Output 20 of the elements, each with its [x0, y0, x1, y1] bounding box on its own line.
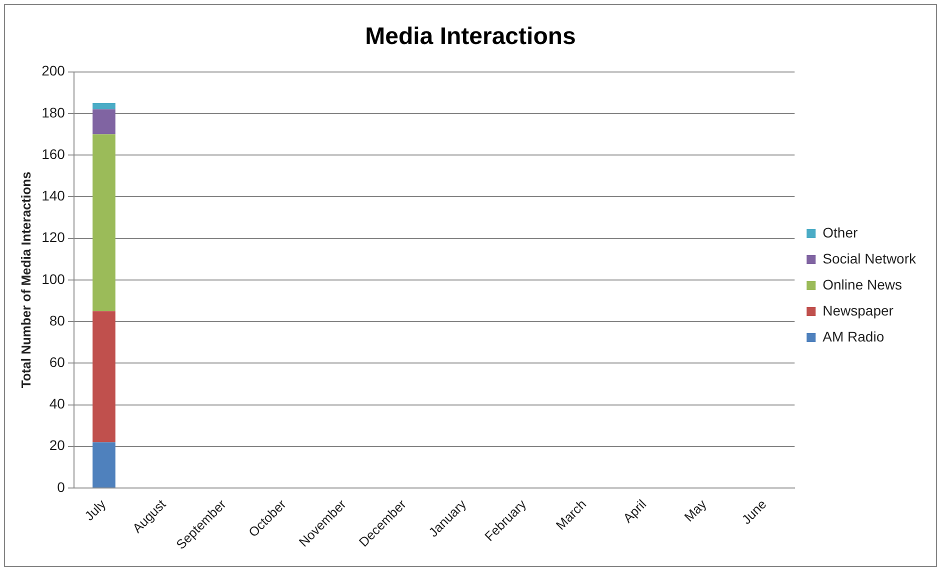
- x-tick-label: May: [681, 496, 710, 525]
- y-tick-label: 120: [42, 229, 66, 246]
- y-tick-label: 0: [57, 478, 66, 495]
- x-tick-label: July: [82, 496, 109, 524]
- legend-label: Other: [822, 224, 858, 240]
- legend-label: Newspaper: [822, 302, 894, 318]
- y-tick-label: 40: [49, 396, 66, 412]
- y-tick-label: 100: [42, 270, 66, 287]
- chart-title: Media Interactions: [365, 23, 576, 50]
- y-tick-label: 140: [42, 188, 66, 204]
- legend-label: Online News: [822, 276, 902, 292]
- legend-label: AM Radio: [822, 328, 884, 344]
- legend-label: Social Network: [822, 250, 917, 266]
- y-tick-label: 200: [42, 62, 66, 79]
- y-tick-label: 80: [49, 312, 66, 328]
- y-tick-label: 20: [49, 437, 66, 454]
- y-tick-label: 160: [42, 146, 66, 162]
- y-tick-label: 180: [42, 104, 66, 120]
- y-axis-title: Total Number of Media Interactions: [18, 172, 34, 388]
- y-tick-label: 60: [49, 354, 66, 370]
